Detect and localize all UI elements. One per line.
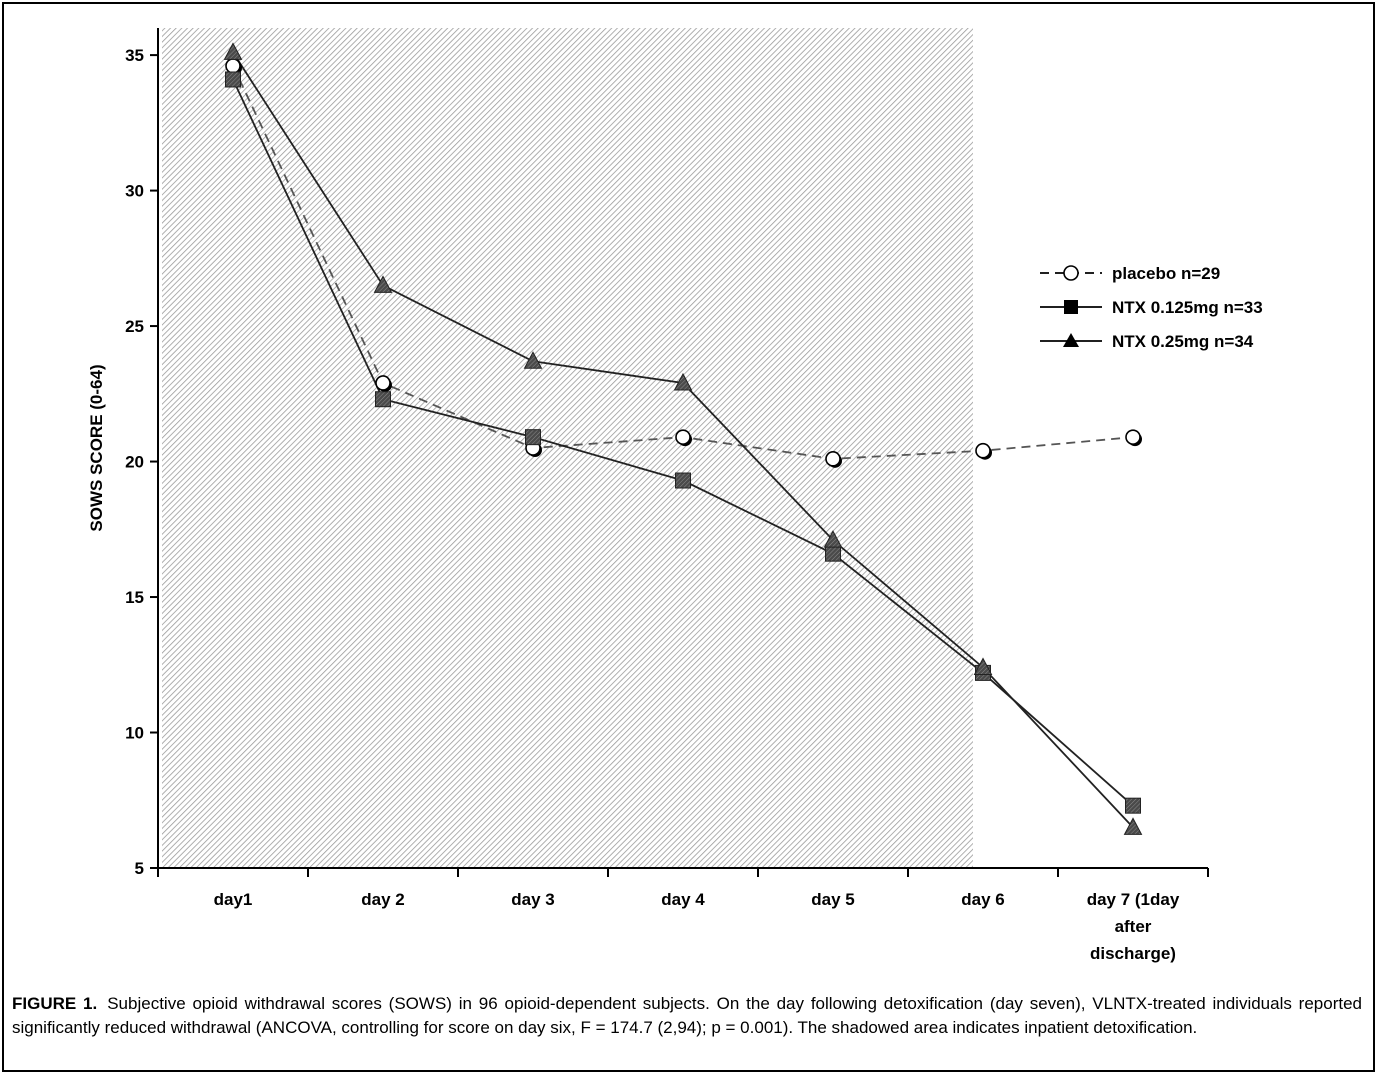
legend: placebo n=29 NTX 0.125mg n=33 NTX 0.25mg n… bbox=[1040, 264, 1263, 351]
y-tick-label: 25 bbox=[125, 317, 144, 336]
data-point-1-2 bbox=[525, 429, 541, 446]
data-point-2-5 bbox=[973, 657, 993, 675]
legend-marker-0 bbox=[1063, 265, 1079, 281]
data-point-1-1 bbox=[375, 391, 391, 408]
x-tick-label: day 2 bbox=[361, 890, 404, 909]
legend-marker-1 bbox=[1064, 300, 1078, 314]
data-point-2-6 bbox=[1123, 817, 1143, 835]
data-point-2-4 bbox=[823, 530, 843, 548]
legend-label-0: placebo n=29 bbox=[1112, 264, 1220, 283]
x-tick-label: day 6 bbox=[961, 890, 1004, 909]
data-point-2-2 bbox=[523, 351, 543, 369]
data-point-0-4 bbox=[825, 451, 841, 467]
data-point-0-0 bbox=[225, 58, 241, 74]
data-point-1-0 bbox=[225, 71, 241, 88]
legend-label-2: NTX 0.25mg n=34 bbox=[1112, 332, 1254, 351]
data-point-2-0 bbox=[223, 42, 243, 60]
y-tick-label: 5 bbox=[135, 859, 144, 878]
y-tick-label: 15 bbox=[125, 588, 144, 607]
caption-label: FIGURE 1. bbox=[12, 994, 98, 1013]
data-point-1-4 bbox=[825, 545, 841, 562]
data-point-1-3 bbox=[675, 472, 691, 489]
data-point-0-1 bbox=[375, 375, 391, 391]
y-tick-label: 30 bbox=[125, 182, 144, 201]
x-tick-label: day 3 bbox=[511, 890, 554, 909]
legend-marker-2 bbox=[1063, 333, 1079, 347]
x-tick-label: day 5 bbox=[811, 890, 854, 909]
y-tick-label: 20 bbox=[125, 453, 144, 472]
y-axis-title: SOWS SCORE (0-64) bbox=[87, 364, 106, 531]
data-point-0-3 bbox=[675, 429, 691, 445]
caption-text: Subjective opioid withdrawal scores (SOW… bbox=[12, 994, 1362, 1037]
data-point-0-6 bbox=[1125, 429, 1141, 445]
figure-caption: FIGURE 1. Subjective opioid withdrawal sc… bbox=[12, 992, 1362, 1039]
data-point-2-1 bbox=[373, 275, 393, 293]
data-point-0-5 bbox=[975, 442, 991, 459]
legend-label-1: NTX 0.125mg n=33 bbox=[1112, 298, 1263, 317]
data-point-1-6 bbox=[1125, 797, 1141, 814]
sows-line-chart: 5 10 15 20 25 30 35 day1 day 2 day 3 day 4 day 5 day… bbox=[87, 28, 1263, 963]
data-point-2-3 bbox=[673, 372, 693, 391]
y-tick-label: 35 bbox=[125, 46, 144, 65]
x-tick-label: day 7 (1day after discharge) bbox=[1087, 890, 1180, 963]
x-tick-label: day1 bbox=[214, 890, 253, 909]
y-tick-label: 10 bbox=[125, 724, 144, 743]
x-tick-label: day 4 bbox=[661, 890, 705, 909]
